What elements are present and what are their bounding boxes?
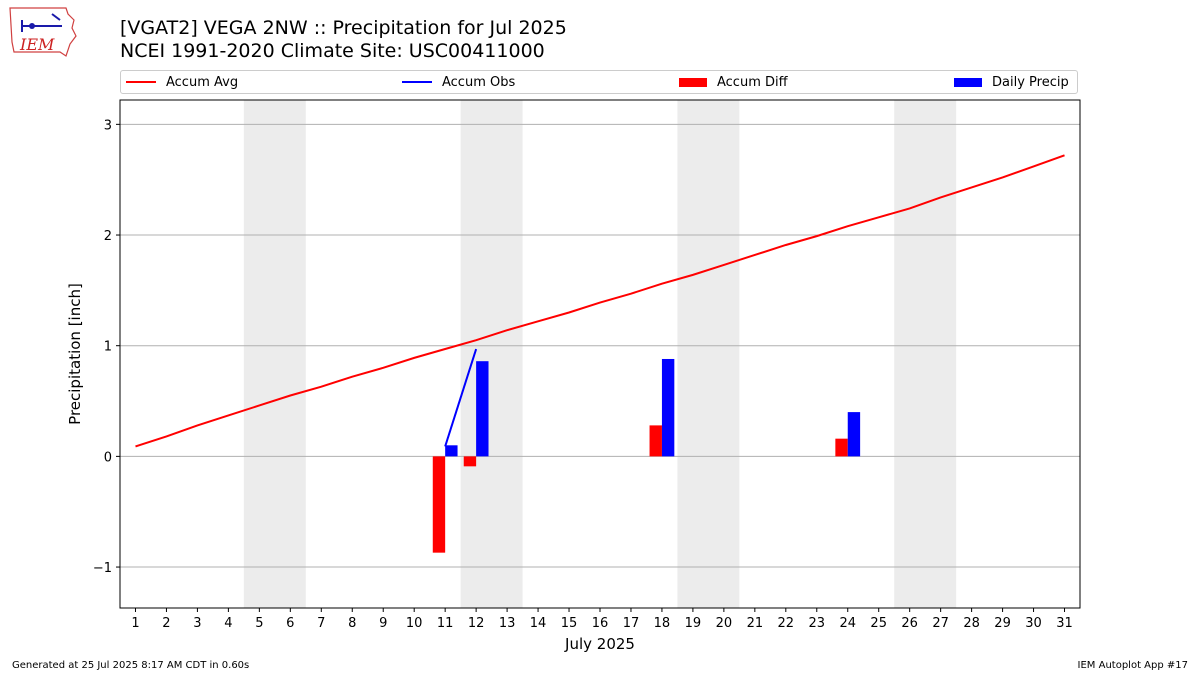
legend-label: Accum Obs [442, 74, 516, 90]
weekend-band [894, 100, 957, 608]
iem-logo: IEM [9, 7, 77, 57]
legend-label: Accum Diff [717, 74, 788, 90]
daily-precip-bar [661, 358, 675, 457]
legend-swatch [954, 77, 982, 87]
accum-diff-bar [649, 425, 662, 457]
x-tick-label: 26 [901, 616, 918, 631]
weekend-band [677, 100, 740, 608]
y-tick-label: −1 [93, 561, 112, 576]
y-tick-label: 1 [104, 340, 112, 355]
legend-swatch [679, 77, 707, 87]
x-tick-label: 21 [747, 616, 764, 631]
x-tick-label: 29 [994, 616, 1011, 631]
daily-precip-bar [847, 412, 861, 457]
legend-swatch [126, 81, 156, 83]
x-tick-label: 23 [809, 616, 826, 631]
x-tick-label: 24 [839, 616, 856, 631]
x-tick-label: 3 [193, 616, 201, 631]
x-tick-label: 19 [685, 616, 702, 631]
x-tick-label: 30 [1025, 616, 1042, 631]
x-tick-label: 20 [716, 616, 733, 631]
x-tick-label: 15 [561, 616, 578, 631]
y-tick-label: 0 [104, 450, 112, 465]
x-tick-label: 2 [162, 616, 170, 631]
x-tick-label: 6 [286, 616, 294, 631]
x-tick-label: 13 [499, 616, 516, 631]
accum-diff-bar [463, 456, 477, 467]
chart-subtitle: NCEI 1991-2020 Climate Site: USC00411000 [120, 40, 545, 62]
x-tick-label: 18 [654, 616, 671, 631]
chart-legend: Accum Avg Accum Obs Accum Diff Daily Pre… [120, 70, 1078, 94]
generated-note: Generated at 25 Jul 2025 8:17 AM CDT in … [12, 660, 250, 671]
y-tick-label: 3 [104, 118, 112, 133]
x-tick-label: 27 [932, 616, 949, 631]
x-tick-label: 16 [592, 616, 609, 631]
x-tick-label: 22 [778, 616, 795, 631]
legend-item-daily-precip: Daily Precip [954, 71, 1069, 93]
x-tick-label: 17 [623, 616, 640, 631]
x-tick-label: 14 [530, 616, 547, 631]
legend-swatch [402, 81, 432, 83]
app-credit: IEM Autoplot App #17 [1077, 660, 1188, 671]
weekend-band [460, 100, 523, 608]
weekend-band [243, 100, 306, 608]
legend-item-accum-diff: Accum Diff [679, 71, 788, 93]
x-tick-label: 5 [255, 616, 263, 631]
daily-precip-bar [476, 361, 489, 457]
accum-diff-bar [835, 438, 848, 457]
x-tick-label: 7 [317, 616, 325, 631]
x-tick-label: 12 [468, 616, 485, 631]
y-tick-label: 2 [104, 229, 112, 244]
x-tick-label: 9 [379, 616, 387, 631]
y-axis-label: Precipitation [inch] [66, 283, 84, 425]
x-tick-label: 8 [348, 616, 356, 631]
x-tick-label: 28 [963, 616, 980, 631]
x-tick-label: 1 [131, 616, 139, 631]
svg-text:IEM: IEM [19, 35, 55, 54]
x-axis-label: July 2025 [564, 635, 635, 653]
daily-precip-bar [445, 445, 458, 457]
legend-item-accum-avg: Accum Avg [126, 71, 238, 93]
legend-label: Daily Precip [992, 74, 1069, 90]
chart-title: [VGAT2] VEGA 2NW :: Precipitation for Ju… [120, 17, 567, 39]
legend-item-accum-obs: Accum Obs [402, 71, 515, 93]
x-tick-label: 10 [406, 616, 423, 631]
accum-avg-line [135, 154, 1065, 448]
x-tick-label: 31 [1056, 616, 1073, 631]
x-tick-label: 25 [870, 616, 887, 631]
x-tick-label: 4 [224, 616, 232, 631]
legend-label: Accum Avg [166, 74, 239, 90]
accum-obs-line [444, 348, 478, 447]
accum-diff-bar [432, 456, 446, 553]
x-tick-label: 11 [437, 616, 454, 631]
